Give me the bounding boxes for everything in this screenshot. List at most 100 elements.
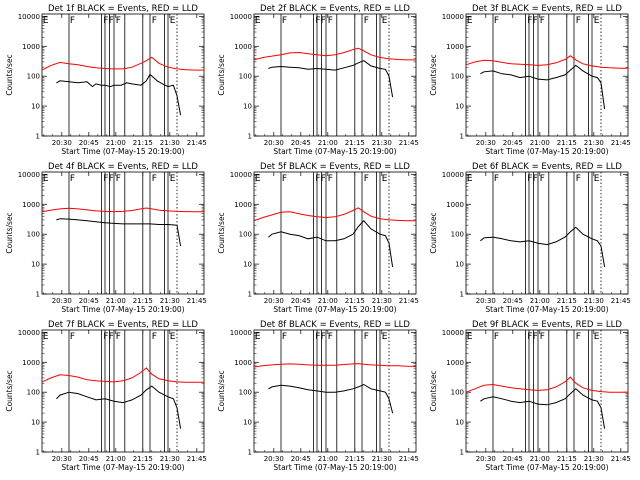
y-tick-label: 10000 (230, 171, 252, 179)
y-tick-label: 1000 (22, 359, 40, 367)
y-tick-label: 10000 (230, 13, 252, 21)
x-axis-label: Start Time (07-May-15 20:19:00) (485, 147, 608, 156)
flag-marker: F (315, 332, 320, 342)
series-line-events (56, 218, 182, 247)
flag-marker: E (43, 16, 49, 26)
flag-marker: F (364, 332, 369, 342)
y-tick-label: 1 (460, 291, 464, 299)
flag-marker: F (116, 16, 121, 26)
flag-marker: E (594, 16, 600, 26)
x-tick-label: 21:45 (187, 297, 207, 305)
y-tick-label: 1000 (446, 359, 464, 367)
x-tick-label: 21:30 (160, 455, 180, 463)
x-tick-label: 21:00 (106, 139, 126, 147)
flag-marker: E (382, 174, 388, 184)
panel-title: Det 1f BLACK = Events, RED = LLD (48, 4, 198, 14)
flag-marker: F (576, 332, 581, 342)
flag-marker: F (116, 332, 121, 342)
plot-frame (465, 329, 629, 453)
x-tick-label: 20:30 (476, 139, 496, 147)
plot-frame (465, 13, 629, 137)
flag-marker: F (70, 16, 75, 26)
x-tick-label: 20:45 (79, 139, 99, 147)
x-tick-label: 20:30 (476, 455, 496, 463)
y-tick-label: 1000 (446, 201, 464, 209)
y-tick-label: 10000 (230, 329, 252, 337)
panel-4: Det 4f BLACK = Events, RED = LLD 20:30 20:… (5, 162, 207, 314)
flag-marker: E (467, 332, 473, 342)
series-line-events (268, 60, 394, 98)
x-tick-label: 21:15 (133, 455, 153, 463)
series-line-lld (465, 376, 628, 393)
x-tick-label: 21:30 (372, 139, 392, 147)
series-line-events (268, 220, 394, 268)
y-axis-label: Counts/sec (5, 54, 14, 95)
x-tick-label: 21:45 (399, 139, 419, 147)
y-tick-label: 10 (31, 419, 40, 427)
y-tick-label: 1 (248, 133, 252, 141)
x-tick-label: 20:30 (264, 139, 284, 147)
panel-title: Det 4f BLACK = Events, RED = LLD (48, 162, 198, 172)
y-tick-label: 1 (248, 449, 252, 457)
flag-marker: F (527, 16, 532, 26)
x-tick-label: 21:45 (399, 455, 419, 463)
y-tick-label: 10 (243, 261, 252, 269)
series-line-lld (253, 363, 417, 368)
flag-marker: F (315, 16, 320, 26)
panel-title: Det 8f BLACK = Events, RED = LLD (260, 320, 410, 330)
x-tick-label: 21:15 (345, 297, 365, 305)
series-line-lld (465, 55, 628, 69)
y-tick-label: 10 (31, 261, 40, 269)
x-axis-label: Start Time (07-May-15 20:19:00) (485, 463, 608, 472)
plot-frame (253, 329, 417, 453)
flag-marker: E (255, 174, 261, 184)
panel-5: Det 5f BLACK = Events, RED = LLD 20:30 20:… (217, 162, 419, 314)
x-tick-label: 21:15 (133, 297, 153, 305)
x-tick-label: 21:30 (584, 297, 604, 305)
flag-marker: F (109, 16, 114, 26)
flag-marker: F (328, 174, 333, 184)
flag-marker: E (43, 174, 49, 184)
panel-2: Det 2f BLACK = Events, RED = LLD 20:30 20:… (217, 4, 419, 156)
y-axis-label: Counts/sec (217, 212, 226, 253)
x-tick-label: 20:45 (503, 139, 523, 147)
panel-title: Det 9f BLACK = Events, RED = LLD (472, 320, 622, 330)
x-tick-label: 21:15 (345, 455, 365, 463)
x-tick-label: 21:00 (318, 455, 338, 463)
series-line-events (480, 64, 606, 110)
flag-marker: F (152, 16, 157, 26)
flag-marker: F (103, 16, 108, 26)
flag-marker: F (540, 332, 545, 342)
flag-marker: F (494, 16, 499, 26)
x-tick-label: 21:15 (557, 139, 577, 147)
y-axis-label: Counts/sec (217, 54, 226, 95)
x-tick-label: 21:30 (372, 297, 392, 305)
y-tick-label: 10 (455, 261, 464, 269)
x-tick-label: 21:15 (557, 455, 577, 463)
x-tick-label: 21:45 (187, 139, 207, 147)
series-line-lld (41, 207, 204, 213)
x-tick-label: 21:45 (399, 297, 419, 305)
y-tick-label: 100 (239, 73, 252, 81)
flag-marker: F (109, 332, 114, 342)
x-tick-label: 21:30 (160, 297, 180, 305)
y-axis-label: Counts/sec (217, 370, 226, 411)
flag-marker: F (527, 332, 532, 342)
flag-marker: E (594, 174, 600, 184)
flag-marker: F (282, 332, 287, 342)
x-tick-label: 21:00 (106, 455, 126, 463)
panel-7: Det 7f BLACK = Events, RED = LLD 20:30 20:… (5, 320, 207, 472)
panel-title: Det 6f BLACK = Events, RED = LLD (472, 162, 622, 172)
flag-marker: F (282, 16, 287, 26)
y-tick-label: 10 (455, 419, 464, 427)
panel-3: Det 3f BLACK = Events, RED = LLD 20:30 20:… (429, 4, 631, 156)
x-tick-label: 21:15 (345, 139, 365, 147)
flag-marker: E (382, 332, 388, 342)
flag-marker: F (70, 332, 75, 342)
flag-marker: F (364, 16, 369, 26)
x-axis-label: Start Time (07-May-15 20:19:00) (61, 305, 184, 314)
flag-marker: F (321, 174, 326, 184)
panel-1: Det 1f BLACK = Events, RED = LLD 20:30 20:… (5, 4, 207, 156)
y-tick-label: 10000 (18, 329, 40, 337)
